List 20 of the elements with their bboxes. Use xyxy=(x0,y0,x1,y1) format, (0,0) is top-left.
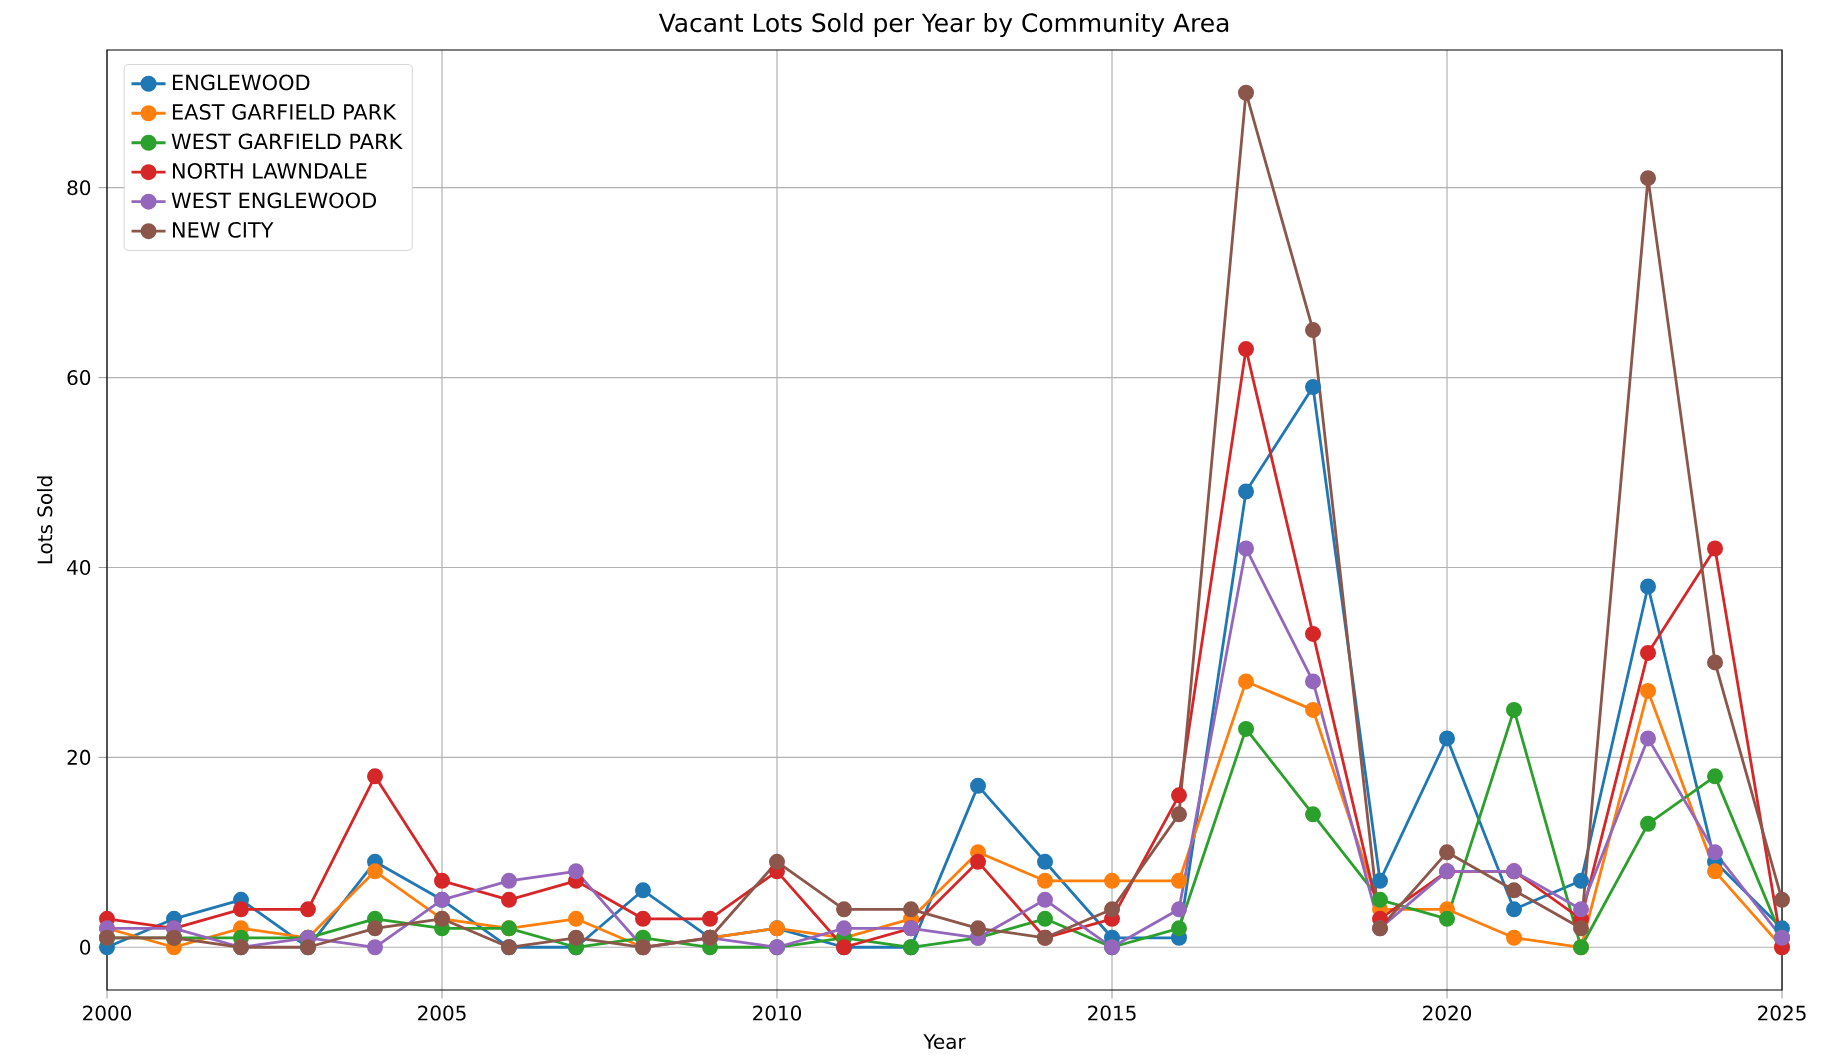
legend-label: NORTH LAWNDALE xyxy=(173,162,367,179)
x-tick-label: 2000 xyxy=(83,1005,132,1021)
y-tick-label: 60 xyxy=(67,370,91,386)
x-tick-label: 2005 xyxy=(418,1005,466,1021)
legend-label: EAST GARFIELD PARK xyxy=(173,103,397,120)
y-tick-label: 0 xyxy=(80,939,91,955)
legend-label: WEST ENGLEWOOD xyxy=(171,192,377,209)
y-axis-title: Lots Sold xyxy=(36,476,53,564)
legend-label: ENGLEWOOD xyxy=(173,74,310,91)
legend-label: WEST GARFIELD PARK xyxy=(171,133,403,150)
x-tick-label: 2015 xyxy=(1088,1005,1136,1021)
x-tick-label: 2010 xyxy=(753,1005,802,1021)
y-tick-label: 80 xyxy=(67,180,91,196)
legend-label: NEW CITY xyxy=(173,221,274,238)
y-tick-label: 40 xyxy=(67,559,91,576)
y-tick-label: 20 xyxy=(67,749,91,765)
x-tick-label: 2020 xyxy=(1423,1005,1472,1021)
x-axis-title: Year xyxy=(923,1034,966,1050)
x-tick-label: 2025 xyxy=(1758,1005,1806,1021)
chart-title: Vacant Lots Sold per Year by Community Area xyxy=(658,12,1229,38)
